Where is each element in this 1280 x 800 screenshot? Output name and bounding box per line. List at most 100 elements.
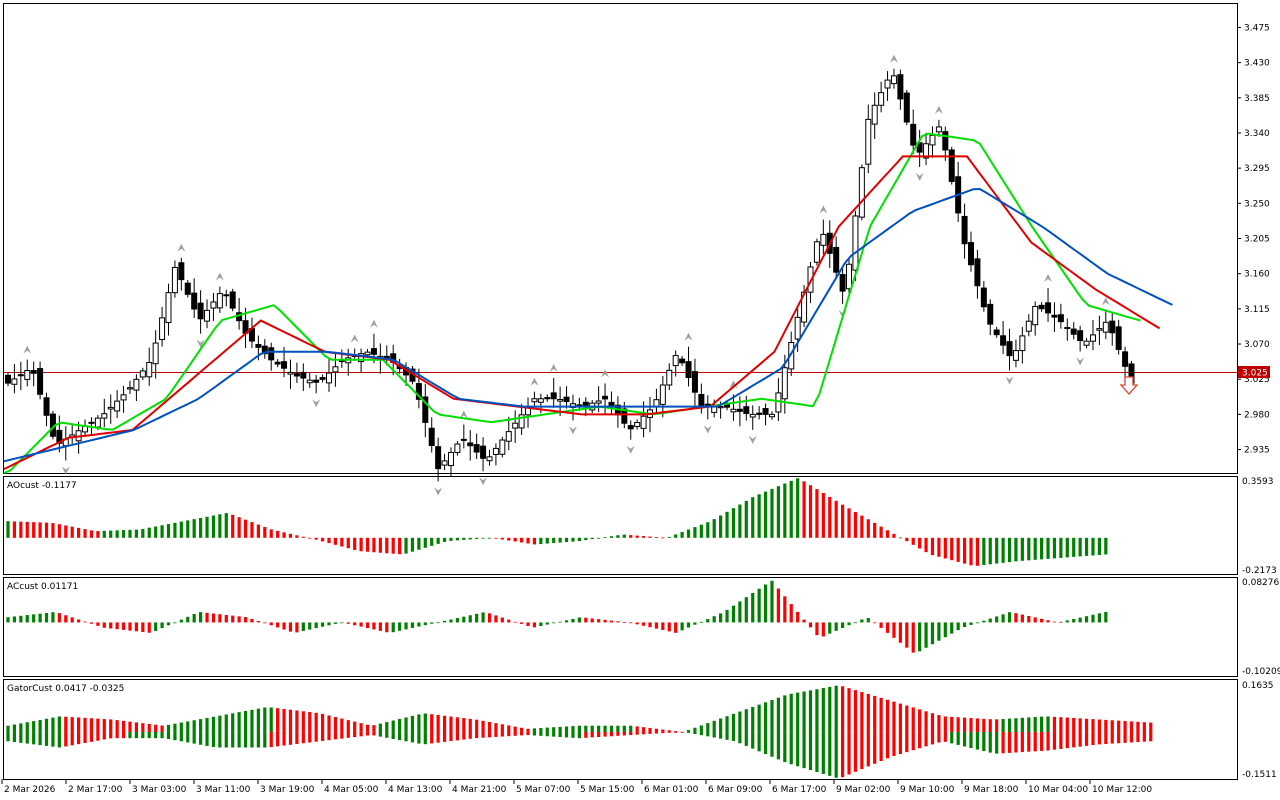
histogram-bar [661, 729, 665, 732]
histogram-bar [38, 522, 42, 538]
time-tick-label: 10 Mar 12:00 [1092, 785, 1152, 795]
histogram-bar [487, 731, 492, 738]
histogram-bar [622, 621, 626, 623]
histogram-bar [179, 521, 183, 538]
histogram-bar [391, 537, 395, 554]
candle [101, 398, 108, 428]
candle [1064, 318, 1071, 341]
histogram-bar [674, 731, 678, 733]
gator-title: GatorCust 0.0417 -0.0325 [7, 684, 124, 694]
fractal-down-icon [61, 466, 70, 475]
histogram-bar [629, 725, 633, 732]
ac-panel[interactable] [3, 577, 1238, 677]
alligator-line-0 [3, 132, 1141, 474]
fractal-down-icon [568, 426, 577, 435]
histogram-bar [590, 618, 594, 623]
candle [287, 359, 294, 389]
histogram-bar [609, 725, 614, 732]
histogram-bar [166, 622, 171, 626]
ao-panel[interactable] [3, 476, 1238, 575]
gator-panel[interactable] [3, 679, 1238, 780]
current-price-label: 3.025 [1242, 369, 1268, 379]
histogram-bar [1123, 731, 1127, 743]
histogram-bar [937, 622, 941, 641]
histogram-bar [1033, 731, 1037, 752]
time-tick-label: 6 Mar 17:00 [772, 785, 827, 795]
histogram-bar [1117, 720, 1121, 732]
candle [1025, 314, 1032, 337]
histogram-bar [276, 622, 280, 628]
histogram-bar [494, 723, 498, 732]
histogram-bar [1020, 717, 1024, 732]
histogram-bar [725, 731, 729, 740]
histogram-bar [1033, 537, 1037, 560]
histogram-bar [597, 725, 601, 732]
histogram-bar [962, 731, 967, 747]
histogram-bar [564, 537, 569, 543]
histogram-bar [738, 504, 742, 538]
candle [768, 411, 775, 420]
histogram-bar [186, 721, 190, 732]
histogram-bar [1027, 731, 1031, 752]
histogram-bar [667, 622, 671, 632]
histogram-bar [179, 731, 183, 742]
time-tick-label: 9 Mar 18:00 [964, 785, 1019, 795]
histogram-bar [385, 722, 389, 732]
histogram-bar [1052, 621, 1057, 623]
current-price-badge [1238, 366, 1270, 378]
histogram-bar [847, 508, 851, 538]
histogram-bar [314, 731, 318, 742]
histogram-bar [128, 622, 132, 631]
histogram-bar [950, 622, 954, 634]
histogram-bar [982, 620, 986, 623]
candle [152, 330, 159, 379]
histogram-bar [584, 731, 588, 738]
histogram-bar [449, 619, 453, 623]
candle [916, 129, 923, 167]
histogram-bar [442, 731, 447, 742]
histogram-bar [1097, 537, 1101, 555]
histogram-bar [757, 704, 761, 732]
histogram-bar [154, 622, 158, 631]
histogram-bar [462, 616, 466, 623]
histogram-bar [372, 537, 376, 553]
histogram-bar [121, 530, 126, 538]
histogram-bar [500, 617, 504, 623]
histogram-bar [481, 720, 485, 732]
histogram-bar [898, 537, 902, 539]
histogram-bar [988, 719, 992, 732]
histogram-bar [385, 537, 389, 554]
histogram-bar [911, 622, 915, 653]
histogram-bar [192, 720, 196, 732]
histogram-bar [995, 537, 999, 564]
histogram-bar [808, 690, 813, 732]
histogram-bar [442, 537, 447, 542]
histogram-bar [320, 622, 325, 627]
histogram-bar [218, 731, 222, 748]
fractal-down-icon [748, 435, 757, 444]
histogram-bar [507, 731, 511, 737]
histogram-bar [667, 731, 671, 733]
histogram-bar [622, 534, 626, 538]
histogram-bar [719, 718, 723, 732]
histogram-bar [211, 515, 216, 538]
histogram-bar [918, 622, 922, 652]
histogram-bar [224, 731, 228, 748]
histogram-bar [841, 504, 845, 538]
histogram-bar [943, 716, 947, 732]
histogram-bar [314, 537, 318, 540]
histogram-bar [57, 613, 61, 623]
histogram-bar [353, 721, 357, 732]
candle [1006, 328, 1013, 371]
histogram-bar [1059, 537, 1063, 558]
histogram-bar [44, 612, 49, 623]
histogram-bar [32, 721, 36, 732]
histogram-bar [828, 496, 832, 538]
candle [268, 342, 275, 371]
histogram-bar [186, 616, 190, 623]
candle [833, 236, 840, 280]
histogram-bar [481, 731, 485, 738]
candle [467, 430, 474, 461]
histogram-bar [1097, 613, 1101, 623]
